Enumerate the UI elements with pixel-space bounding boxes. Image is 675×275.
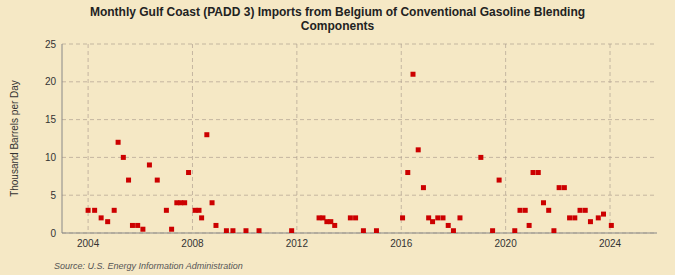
point — [116, 140, 121, 145]
y-axis-line — [62, 44, 63, 233]
points — [86, 72, 614, 233]
point — [405, 170, 410, 175]
point — [99, 215, 104, 220]
x-tick-label: 2008 — [181, 238, 204, 249]
x-tick-label: 2004 — [77, 238, 100, 249]
point — [583, 208, 588, 213]
point — [86, 208, 91, 213]
point — [361, 228, 366, 233]
grid-line-x — [88, 44, 89, 233]
grid-line-y — [62, 157, 657, 158]
point — [243, 228, 248, 233]
point — [169, 227, 174, 232]
point — [551, 228, 556, 233]
point — [105, 219, 110, 224]
point — [257, 228, 262, 233]
grid-line-x — [401, 44, 402, 233]
point — [421, 185, 426, 190]
point — [374, 228, 379, 233]
point — [490, 228, 495, 233]
x-tick-label: 2016 — [390, 238, 413, 249]
point — [332, 223, 337, 228]
point — [121, 155, 126, 160]
point — [512, 228, 517, 233]
point — [182, 200, 187, 205]
point — [92, 208, 97, 213]
point — [430, 219, 435, 224]
x-axis-line — [62, 233, 657, 234]
background — [0, 0, 675, 275]
point — [126, 178, 131, 183]
x-tick-label: 2020 — [495, 238, 518, 249]
grid-line-y — [62, 233, 657, 234]
point — [527, 223, 532, 228]
point — [410, 72, 415, 77]
point — [147, 162, 152, 167]
grid-line-y — [62, 81, 657, 82]
point — [353, 215, 358, 220]
grid-line-x — [610, 44, 611, 233]
point — [155, 178, 160, 183]
point — [557, 185, 562, 190]
point — [531, 170, 536, 175]
point — [588, 219, 593, 224]
x-tick-label: 2012 — [286, 238, 309, 249]
y-tick-label: 15 — [45, 114, 57, 125]
grid-line-y — [62, 44, 657, 45]
point — [596, 215, 601, 220]
source: Source: U.S. Energy Information Administ… — [54, 261, 243, 271]
point — [541, 200, 546, 205]
title: Monthly Gulf Coast (PADD 3) Imports from… — [90, 5, 585, 33]
y-axis-label: Thousand Barrels per Day — [9, 80, 20, 197]
point — [536, 170, 541, 175]
point — [289, 228, 294, 233]
grid-line-x — [296, 44, 297, 233]
point — [400, 215, 405, 220]
point — [441, 215, 446, 220]
point — [601, 212, 606, 217]
grid-line-y — [62, 119, 657, 120]
point — [546, 208, 551, 213]
point — [416, 147, 421, 152]
y-tick-label: 25 — [45, 39, 57, 50]
y-tick-label: 5 — [50, 190, 56, 201]
grid — [62, 44, 657, 233]
grid-line-x — [192, 44, 193, 233]
point — [230, 228, 235, 233]
point — [446, 223, 451, 228]
grid-line-x — [505, 44, 506, 233]
grid-line-y — [62, 195, 657, 196]
point — [213, 223, 218, 228]
point — [112, 208, 117, 213]
point — [197, 208, 202, 213]
point — [164, 208, 169, 213]
point — [567, 215, 572, 220]
point — [135, 223, 140, 228]
point — [348, 215, 353, 220]
point — [497, 178, 502, 183]
y-tick-label: 0 — [50, 228, 56, 239]
chart: Monthly Gulf Coast (PADD 3) Imports from… — [0, 0, 675, 275]
point — [204, 132, 209, 137]
point — [562, 185, 567, 190]
point — [199, 215, 204, 220]
point — [451, 228, 456, 233]
point — [572, 215, 577, 220]
x-tick-label: 2024 — [599, 238, 622, 249]
point — [224, 228, 229, 233]
point — [517, 208, 522, 213]
point — [457, 215, 462, 220]
point — [523, 208, 528, 213]
point — [140, 227, 145, 232]
point — [130, 223, 135, 228]
point — [578, 208, 583, 213]
point — [210, 200, 215, 205]
y-tick-label: 10 — [45, 152, 57, 163]
point — [478, 155, 483, 160]
point — [609, 223, 614, 228]
y-tick-label: 20 — [45, 76, 57, 87]
point — [186, 170, 191, 175]
point — [435, 215, 440, 220]
